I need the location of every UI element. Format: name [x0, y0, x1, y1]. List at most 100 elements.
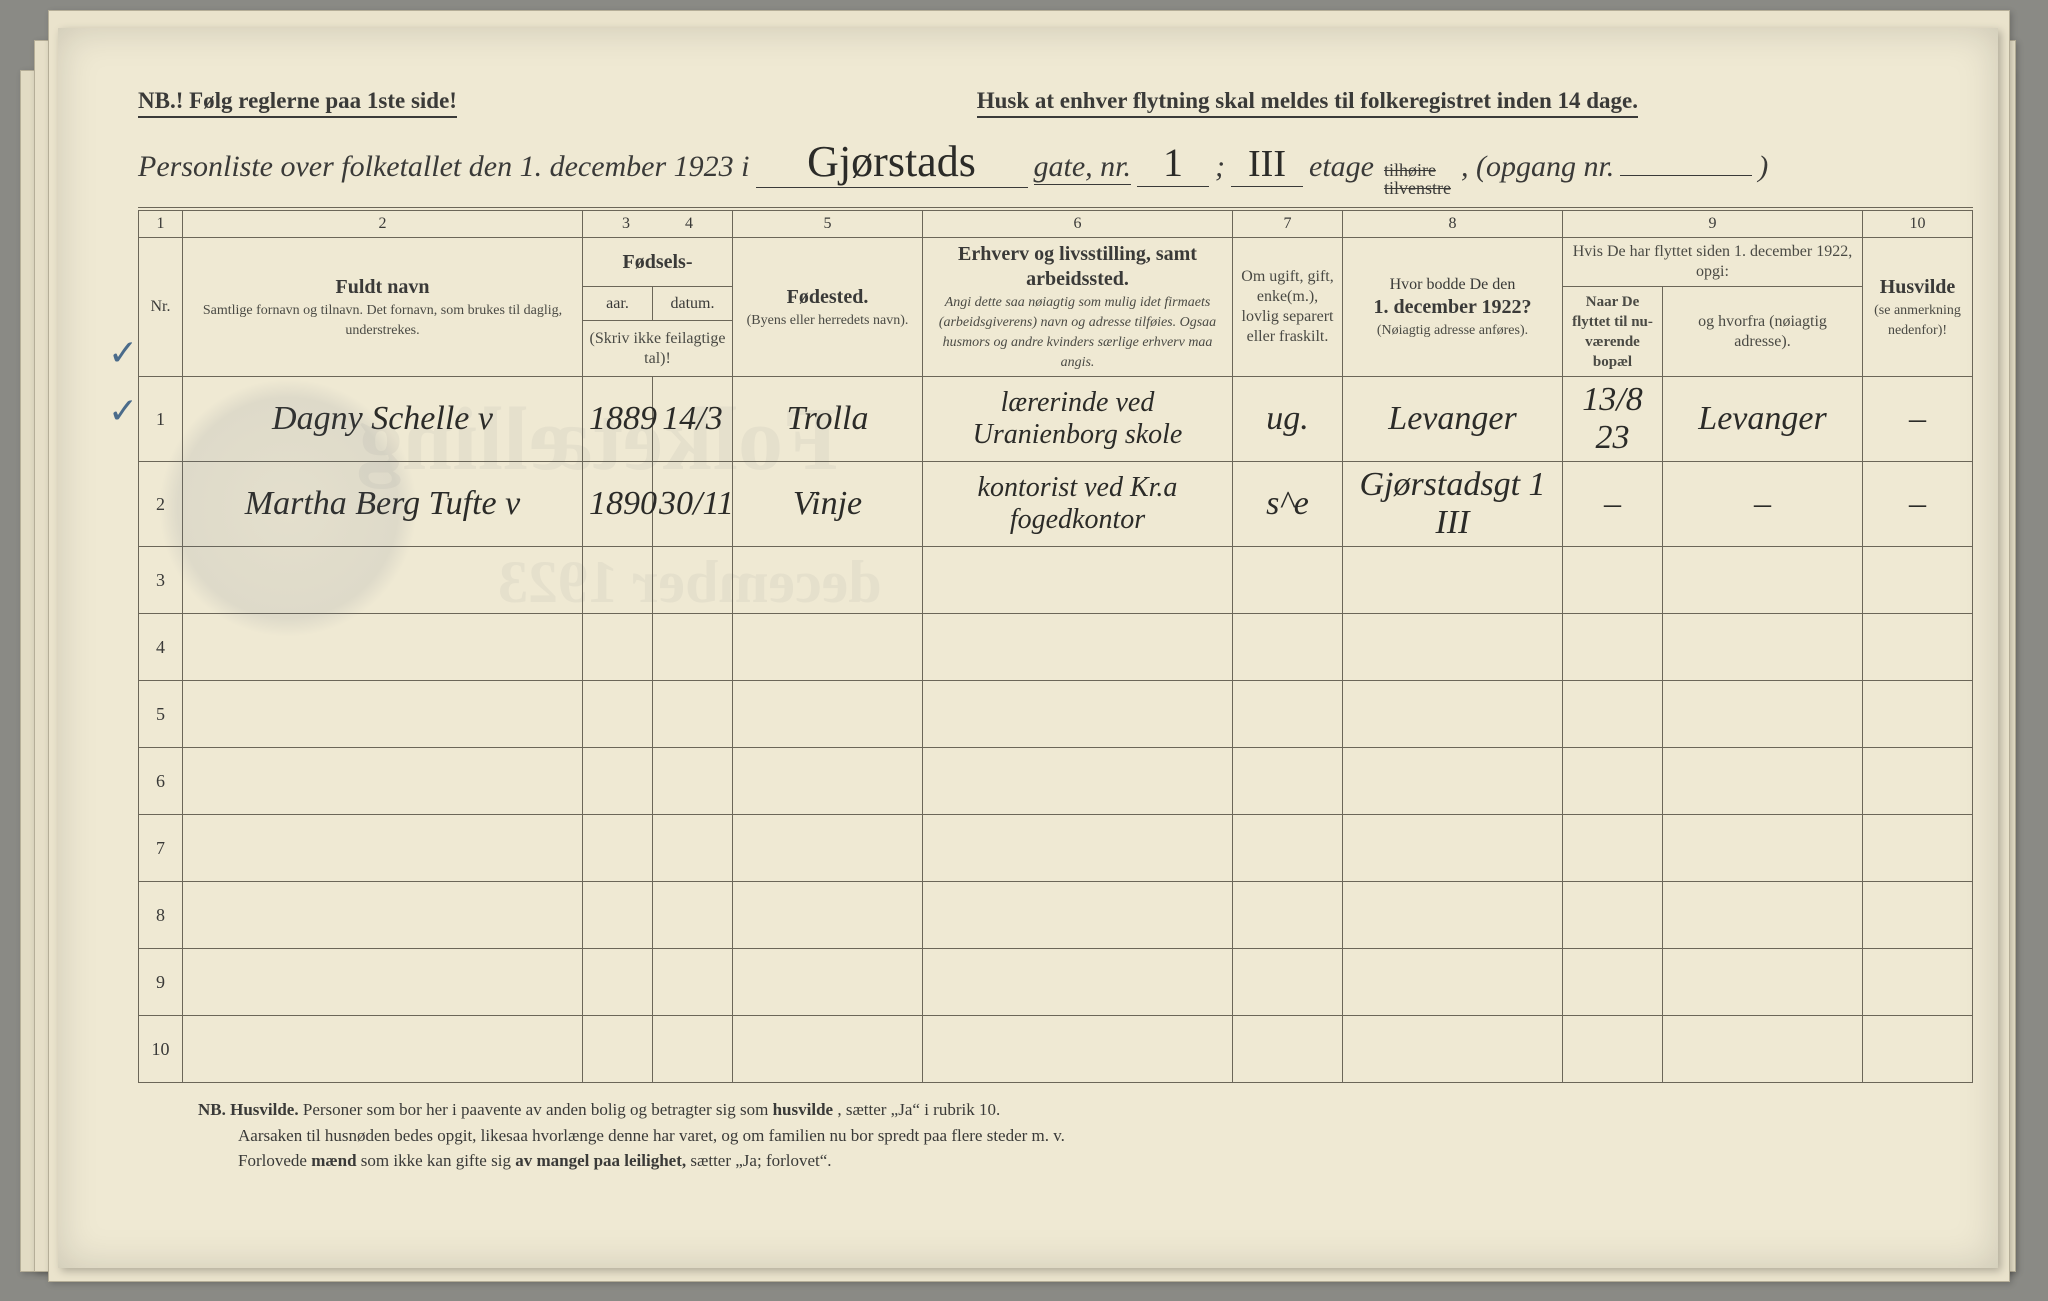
street-number-field: 1	[1137, 139, 1209, 187]
page-stack: Folketælling december 1923 ✓ ✓ NB.! Følg…	[20, 10, 2020, 1290]
cell-nr: 2	[139, 462, 183, 547]
pencil-checkmark-icon: ✓	[108, 390, 138, 432]
cell-hvorfra	[1663, 1016, 1863, 1083]
cell-navn	[183, 815, 583, 882]
cell-nr: 6	[139, 748, 183, 815]
gate-label: gate, nr.	[1034, 150, 1132, 185]
tilhoire-option: tilhøire	[1384, 161, 1451, 179]
hdr-navn-sub: Samtlige fornavn og tilnavn. Det fornavn…	[203, 303, 562, 338]
hdr-hvorfra: og hvorfra (nøiagtig adresse).	[1663, 287, 1863, 377]
cell-datum: 30/11	[653, 462, 733, 547]
cell-hvorfra: Levanger	[1663, 377, 1863, 462]
opgang-label: , (opgang nr.	[1461, 150, 1614, 184]
cell-datum	[653, 882, 733, 949]
colnum: 10	[1863, 209, 1973, 238]
cell-ugift: s^e	[1233, 462, 1343, 547]
table-row: 9	[139, 949, 1973, 1016]
table-row: 6	[139, 748, 1973, 815]
colnum: 6	[923, 209, 1233, 238]
cell-erhverv	[923, 1016, 1233, 1083]
hdr-navn: Fuldt navn Samtlige fornavn og tilnavn. …	[183, 238, 583, 377]
top-instruction-line: NB.! Følg reglerne paa 1ste side! Husk a…	[138, 88, 1938, 118]
hdr-husvilde: Husvilde (se anmerkning nedenfor)!	[1863, 238, 1973, 377]
cell-aar	[583, 547, 653, 614]
cell-hvorfra	[1663, 614, 1863, 681]
header-row-1: Nr. Fuldt navn Samtlige fornavn og tilna…	[139, 238, 1973, 287]
semicolon: ;	[1215, 150, 1225, 184]
footer-l3b: mænd	[311, 1151, 356, 1170]
cell-navn: Martha Berg Tufte v	[183, 462, 583, 547]
cell-nr: 4	[139, 614, 183, 681]
opgang-field	[1620, 175, 1752, 176]
cell-datum	[653, 547, 733, 614]
document-paper: Folketælling december 1923 ✓ ✓ NB.! Følg…	[58, 28, 1998, 1268]
cell-husvilde	[1863, 949, 1973, 1016]
cell-aar: 1889	[583, 377, 653, 462]
tilvenstre-option: tilvenstre	[1384, 179, 1451, 197]
colnum: 9	[1563, 209, 1863, 238]
table-row: 3	[139, 547, 1973, 614]
cell-ugift	[1233, 882, 1343, 949]
cell-fodested: Trolla	[733, 377, 923, 462]
footer-l3e: sætter „Ja; forlovet“.	[690, 1151, 831, 1170]
hdr-erhverv-title: Erhverv og livsstilling, samt arbeidsste…	[958, 243, 1197, 290]
cell-datum	[653, 1016, 733, 1083]
cell-bodde	[1343, 681, 1563, 748]
cell-bodde	[1343, 547, 1563, 614]
footer-l3a: Forlovede	[238, 1151, 311, 1170]
cell-fodested	[733, 1016, 923, 1083]
hdr-fodested-sub: (Byens eller herredets navn).	[747, 313, 909, 328]
colnum: 2	[183, 209, 583, 238]
close-paren: )	[1758, 150, 1768, 184]
hdr-husvilde-title: Husvilde	[1880, 276, 1956, 298]
footer-l2: Aarsaken til husnøden bedes opgit, likes…	[198, 1123, 1938, 1149]
cell-bodde	[1343, 1016, 1563, 1083]
table-row: 10	[139, 1016, 1973, 1083]
cell-navn	[183, 547, 583, 614]
etage-label: etage	[1309, 150, 1374, 184]
cell-nr: 10	[139, 1016, 183, 1083]
title-line: Personliste over folketallet den 1. dece…	[138, 136, 1938, 197]
hdr-flyttet: Hvis De har flyttet siden 1. december 19…	[1563, 238, 1863, 287]
cell-ugift	[1233, 1016, 1343, 1083]
cell-naar	[1563, 882, 1663, 949]
colnum: 7	[1233, 209, 1343, 238]
table-row: 5	[139, 681, 1973, 748]
cell-husvilde	[1863, 748, 1973, 815]
hdr-bodde-date: 1. december 1922?	[1374, 296, 1532, 318]
footer-l3d: av mangel paa leilighet,	[515, 1151, 686, 1170]
cell-aar	[583, 949, 653, 1016]
cell-fodested	[733, 614, 923, 681]
cell-erhverv	[923, 748, 1233, 815]
street-name-field: Gjørstads	[756, 136, 1028, 188]
cell-fodested	[733, 681, 923, 748]
cell-aar	[583, 681, 653, 748]
cell-ugift	[1233, 681, 1343, 748]
cell-ugift	[1233, 949, 1343, 1016]
cell-hvorfra	[1663, 748, 1863, 815]
cell-husvilde: –	[1863, 377, 1973, 462]
hdr-aar: aar.	[583, 287, 653, 321]
cell-aar	[583, 815, 653, 882]
cell-bodde: Levanger	[1343, 377, 1563, 462]
cell-nr: 1	[139, 377, 183, 462]
table-row: 2Martha Berg Tufte v189030/11Vinjekontor…	[139, 462, 1973, 547]
cell-naar	[1563, 815, 1663, 882]
census-table: 1 2 34 5 6 7 8 9 10 Nr. Fuldt navn Samtl…	[138, 207, 1973, 1083]
etage-field: III	[1231, 142, 1303, 187]
cell-erhverv	[923, 681, 1233, 748]
cell-navn: Dagny Schelle v	[183, 377, 583, 462]
hdr-navn-title: Fuldt navn	[336, 276, 430, 298]
nb-instruction: NB.! Følg reglerne paa 1ste side!	[138, 88, 457, 118]
table-row: 1Dagny Schelle v188914/3Trollalærerinde …	[139, 377, 1973, 462]
cell-bodde	[1343, 882, 1563, 949]
cell-erhverv	[923, 882, 1233, 949]
cell-navn	[183, 949, 583, 1016]
cell-navn	[183, 1016, 583, 1083]
cell-erhverv: kontorist ved Kr.a fogedkontor	[923, 462, 1233, 547]
cell-naar	[1563, 748, 1663, 815]
footer-l1c: husvilde	[773, 1100, 833, 1119]
cell-hvorfra	[1663, 815, 1863, 882]
cell-ugift: ug.	[1233, 377, 1343, 462]
cell-ugift	[1233, 815, 1343, 882]
